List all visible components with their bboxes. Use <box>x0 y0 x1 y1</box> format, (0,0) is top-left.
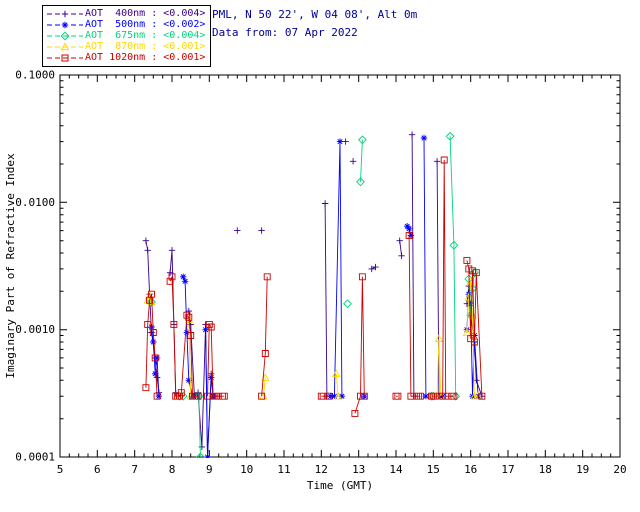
triangle-marker-icon <box>47 41 83 50</box>
legend-label: AOT 500nm : <0.002> <box>85 19 206 30</box>
legend-row-2: AOT 500nm : <0.002> <box>45 19 205 30</box>
plus-marker-icon <box>47 10 83 17</box>
legend-label: AOT 675nm : <0.004> <box>85 30 206 41</box>
header-location: PML, N 50 22', W 04 08', Alt 0m <box>212 8 418 21</box>
svg-text:19: 19 <box>576 463 589 476</box>
diamond-marker-icon <box>47 30 83 41</box>
series-aot-400nm <box>142 131 486 458</box>
square-marker-icon <box>47 54 83 61</box>
svg-text:9: 9 <box>206 463 213 476</box>
header-block: PML, N 50 22', W 04 08', Alt 0m Data fro… <box>212 6 417 42</box>
legend-row-4: AOT 870nm : <0.001> <box>45 41 205 52</box>
legend-label: AOT 1020nm : <0.001> <box>85 52 206 63</box>
svg-text:17: 17 <box>501 463 514 476</box>
svg-text:12: 12 <box>315 463 328 476</box>
svg-text:6: 6 <box>94 463 101 476</box>
svg-text:14: 14 <box>389 463 403 476</box>
series-aot-500nm <box>148 134 482 458</box>
svg-text:16: 16 <box>464 463 477 476</box>
chart-series <box>142 131 486 458</box>
y-axis-title: Imaginary Part of Refractive Index <box>4 153 17 379</box>
asterisk-marker-icon <box>47 21 83 28</box>
svg-text:7: 7 <box>131 463 138 476</box>
svg-text:5: 5 <box>57 463 64 476</box>
header-date: Data from: 07 Apr 2022 <box>212 26 358 39</box>
svg-text:0.0001: 0.0001 <box>15 451 55 464</box>
svg-text:20: 20 <box>613 463 626 476</box>
svg-text:8: 8 <box>169 463 176 476</box>
x-axis-title: Time (GMT) <box>307 479 373 492</box>
legend-row-1: AOT 400nm : <0.004> <box>45 8 205 19</box>
svg-text:0.0010: 0.0010 <box>15 323 55 336</box>
svg-text:10: 10 <box>240 463 253 476</box>
legend-label: AOT 870nm : <0.001> <box>85 41 206 52</box>
svg-text:0.0100: 0.0100 <box>15 196 55 209</box>
series-aot-1020nm <box>142 156 486 417</box>
svg-text:15: 15 <box>427 463 440 476</box>
legend-box: AOT 400nm : <0.004> AOT 500nm : <0.002> AO… <box>42 5 212 67</box>
series-aot-870nm <box>143 276 483 400</box>
legend-row-5: AOT 1020nm : <0.001> <box>45 52 205 63</box>
axis-labels: 5 6 7 8 9 10 11 12 13 14 15 16 17 18 19 20 0.0001 0.0010 0… <box>4 69 627 493</box>
legend-label: AOT 400nm : <0.004> <box>85 8 206 19</box>
svg-text:0.1000: 0.1000 <box>15 69 55 82</box>
series-aot-675nm <box>145 131 479 458</box>
plot-axes <box>59 74 621 458</box>
svg-text:13: 13 <box>352 463 365 476</box>
svg-text:11: 11 <box>277 463 290 476</box>
svg-text:18: 18 <box>539 463 552 476</box>
legend-row-3: AOT 675nm : <0.004> <box>45 30 205 41</box>
